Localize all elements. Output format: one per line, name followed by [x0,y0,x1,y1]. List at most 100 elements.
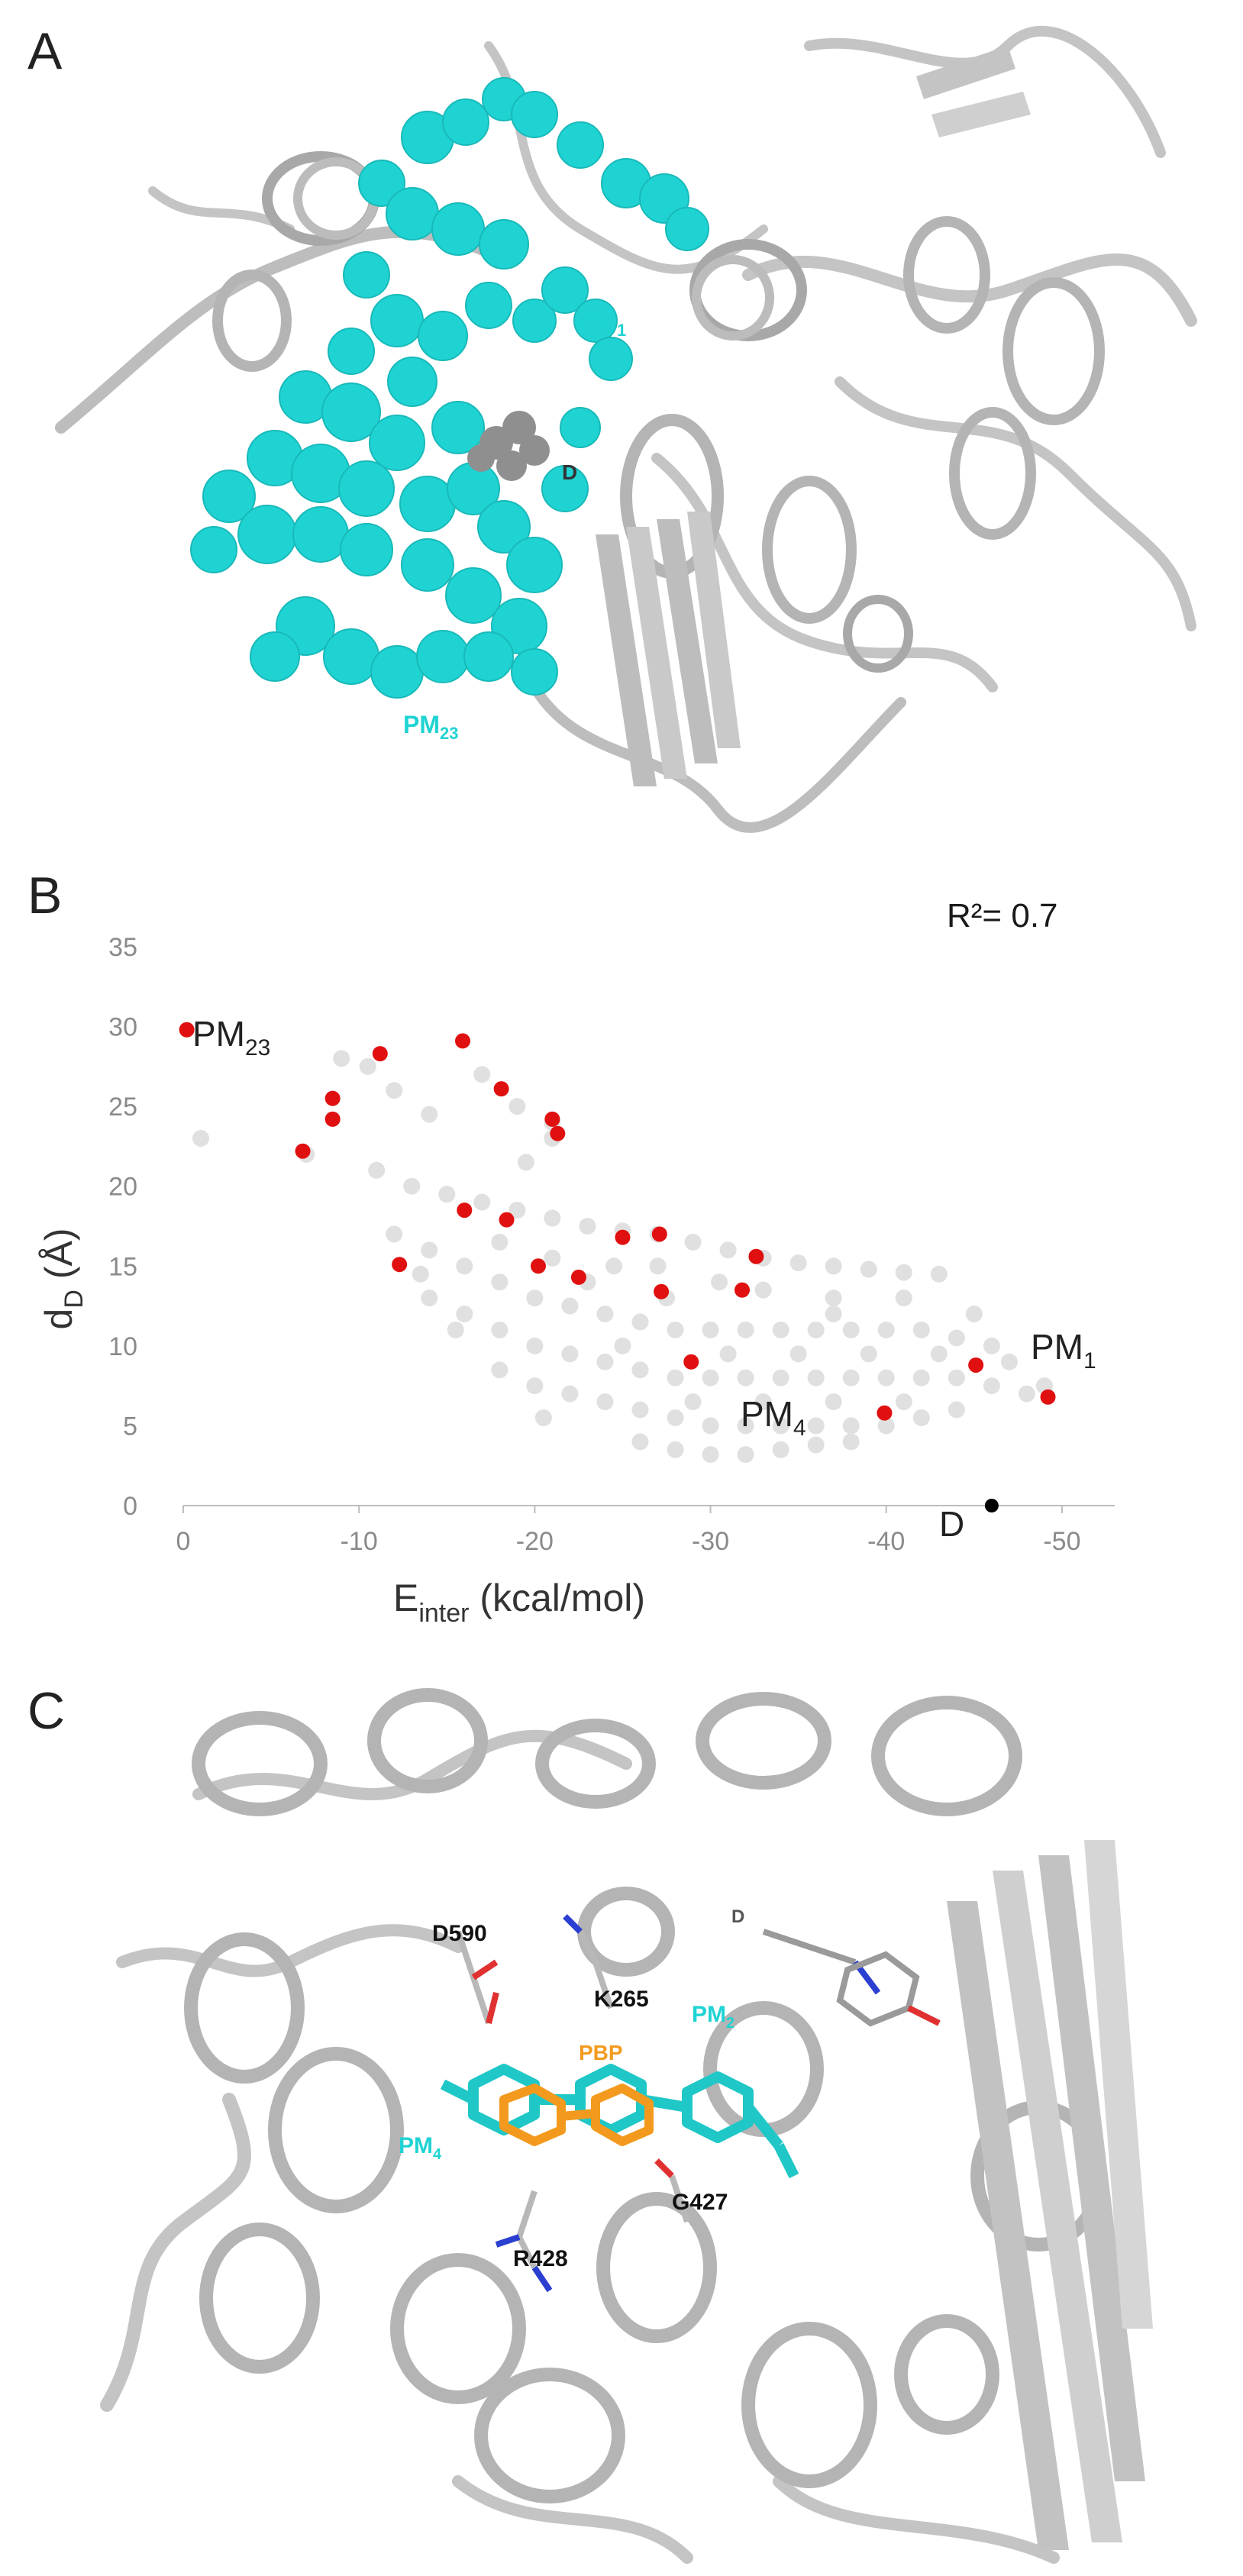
x-tick-label: -10 [341,1527,378,1556]
background-point [1018,1385,1035,1403]
background-point [526,1337,544,1354]
background-point [386,1082,403,1099]
label-r428: R428 [513,2246,568,2271]
background-point [491,1233,508,1251]
annotation-pm1: PM1 [1031,1327,1096,1374]
background-point [825,1257,842,1275]
background-point [596,1306,614,1323]
background-point [526,1290,544,1307]
background-point [702,1417,719,1435]
background-point [1000,1353,1018,1370]
background-point [631,1401,649,1419]
highlighted-point [499,1212,515,1228]
background-point [912,1409,930,1426]
background-point [579,1218,596,1235]
y-tick-label: 0 [123,1492,137,1521]
ribbon-loop [804,25,1166,158]
background-point [684,1393,702,1411]
background-point [807,1417,825,1435]
background-point [877,1369,895,1386]
background-point [711,1273,728,1291]
ribbon-loop [835,376,1196,631]
highlighted-points [179,1022,1056,1512]
background-point [895,1264,912,1281]
ribbon-loop [100,2093,251,2412]
background-point [192,1129,210,1147]
background-point [965,1306,983,1323]
background-point [684,1233,702,1251]
background-point [702,1446,719,1464]
panel-c-letter: C [27,1682,66,1740]
highlighted-point [324,1090,341,1106]
highlighted-point [324,1111,341,1127]
background-point [772,1321,789,1338]
pm4-ligand [440,2064,799,2179]
cyan-pocket-spheres [190,77,709,699]
background-point [983,1337,1000,1354]
panel-c-structure: D590 K265 G427 R428 PBP PM2 PM4 D [92,1672,1153,2576]
background-point [447,1321,464,1338]
background-point [825,1306,842,1323]
background-point [912,1369,930,1386]
label-g427: G427 [672,2190,728,2215]
background-point [842,1369,860,1386]
background-point [456,1257,473,1275]
y-tick-label: 20 [108,1173,137,1202]
highlighted-point [651,1226,667,1242]
background-point [948,1401,965,1419]
background-point [333,1050,350,1067]
background-point [544,1209,561,1227]
residue-sticks [455,1914,941,2293]
background-point [473,1066,491,1083]
background-point [789,1254,807,1272]
background-point [412,1265,429,1283]
ribbon-loop [773,2475,1060,2564]
background-point [534,1409,552,1426]
highlighted-point [968,1357,984,1373]
background-point [807,1369,825,1386]
background-point [807,1321,825,1338]
background-point [368,1161,386,1179]
x-axis-label: Einter (kcal/mol) [393,1577,645,1628]
background-point [631,1361,649,1379]
background-point [631,1433,649,1451]
annotation-pm4: PM4 [741,1394,806,1441]
x-tick-label: 0 [176,1527,191,1556]
y-tick-label: 5 [123,1412,137,1441]
background-point [605,1257,622,1275]
label-k265: K265 [594,1987,649,2012]
label-pm2: PM2 [692,2002,734,2032]
highlighted-point [493,1081,509,1097]
x-tick-label: -40 [867,1527,905,1556]
highlighted-point [654,1283,670,1299]
background-point [561,1345,579,1363]
background-point [789,1345,807,1363]
highlighted-point [748,1248,764,1264]
background-point [772,1369,789,1386]
background-point [491,1361,508,1379]
y-axis-label: dD (Å) [37,1228,89,1330]
background-point [895,1290,912,1307]
panel-a: A [0,0,1243,847]
background-point [737,1417,754,1435]
panel-b-letter: B [27,867,63,925]
x-tick-label: -30 [692,1527,729,1556]
panel-a-structure: PM1 PM23 D [55,25,1197,833]
panel-a-letter: A [27,22,63,80]
ribbon-loop [742,253,1197,327]
background-point [667,1321,684,1338]
label-pm23: PM23 [403,711,458,743]
background-point [877,1417,895,1435]
background-point [544,1249,561,1267]
background-point [930,1345,948,1363]
background-point [842,1417,860,1435]
y-tick-label: 35 [108,933,137,962]
background-point [754,1281,772,1299]
background-point [877,1321,895,1338]
background-point [438,1186,456,1203]
label-d: D [562,460,577,484]
background-point [842,1321,860,1338]
background-point [667,1441,684,1458]
label-pm4: PM4 [399,2133,442,2163]
background-point [754,1393,772,1411]
